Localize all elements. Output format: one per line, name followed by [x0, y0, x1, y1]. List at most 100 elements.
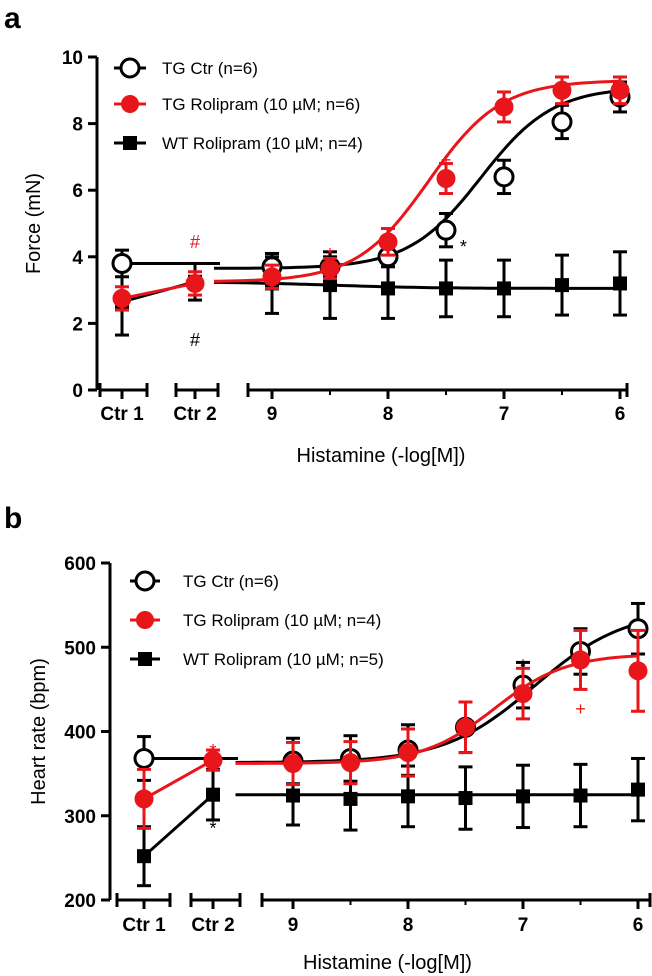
data-point [112, 288, 132, 308]
data-point [111, 252, 133, 274]
data-point [134, 789, 154, 809]
legend-marker [119, 57, 141, 79]
legend-item: WT Rolipram (10 µM; n=4) [114, 134, 363, 153]
data-point [133, 747, 155, 769]
data-point [456, 717, 475, 737]
y-axis-title: Heart rate (bpm) [28, 658, 50, 805]
data-point [262, 267, 282, 287]
legend-marker [136, 611, 154, 629]
data-point [185, 273, 205, 293]
legend-marker [138, 652, 152, 666]
data-point [493, 166, 515, 188]
panel-b-chart: b 200 300 400 500 600 Heart rate (bpm) Ctr 1 Ctr… [4, 502, 652, 974]
data-point [555, 278, 569, 293]
significance-mark: + [441, 150, 452, 170]
legend-marker [121, 95, 139, 113]
x-tick-label: 9 [267, 404, 278, 425]
data-point [283, 754, 303, 774]
ctrl-connector [143, 793, 214, 858]
data-point [435, 219, 457, 241]
legend-item: TG Rolipram (10 µM; n=6) [114, 95, 360, 114]
x-tick-label: 7 [518, 915, 529, 936]
legend-item: TG Ctr (n=6) [114, 57, 258, 79]
legend-label: TG Rolipram (10 µM; n=6) [162, 95, 360, 114]
legend-label: WT Rolipram (10 µM; n=5) [183, 650, 384, 669]
y-tick-label: 6 [72, 181, 83, 202]
y-tick-label: 400 [64, 723, 96, 744]
series-1 [112, 75, 630, 312]
legend-label: TG Rolipram (10 µM; n=4) [183, 611, 381, 630]
significance-mark: * [326, 245, 333, 265]
data-point [343, 791, 358, 806]
x-tick-label: 8 [403, 915, 414, 936]
data-point [551, 111, 573, 133]
data-point [571, 650, 590, 670]
data-point [378, 232, 398, 252]
significance-mark: * [519, 657, 526, 677]
data-point [323, 278, 337, 293]
fit-curve [235, 654, 639, 765]
significance-mark: + [575, 699, 586, 719]
data-point [573, 788, 588, 803]
y-tick-label: 600 [64, 554, 96, 575]
data-point [497, 281, 511, 296]
legend-marker [123, 136, 137, 150]
data-point [341, 753, 360, 773]
x-tick-label-ctrl: Ctr 1 [122, 915, 166, 936]
data-point [320, 258, 340, 278]
legend-item: TG Rolipram (10 µM; n=4) [130, 611, 381, 630]
fit-curve [214, 280, 620, 290]
x-tick-label: 6 [615, 404, 626, 425]
panel-a-chart: a 0 2 4 6 8 10 Force (mN) Ctr 1 Ctr 2 9 8 7 6 Histamin… [4, 2, 631, 467]
panel-letter: a [4, 2, 21, 35]
data-point [398, 743, 418, 763]
data-point [137, 849, 151, 864]
data-point [458, 791, 473, 806]
data-point [516, 789, 530, 804]
x-tick-label: 9 [288, 915, 299, 936]
x-tick-label: 7 [499, 404, 510, 425]
panel-letter: b [4, 502, 22, 535]
data-point [381, 281, 395, 296]
data-point [439, 281, 453, 296]
significance-mark: # [190, 232, 200, 252]
data-point [494, 97, 514, 117]
ctrl-connector [143, 758, 214, 801]
legend-marker [134, 570, 156, 592]
data-point [513, 684, 533, 704]
y-tick-label: 200 [64, 891, 96, 912]
x-axis-title: Histamine (-log[M]) [297, 445, 466, 467]
series-1 [134, 628, 648, 830]
x-tick-label-ctrl: Ctr 2 [191, 915, 234, 936]
legend-label: TG Ctr (n=6) [162, 59, 258, 78]
x-tick-label-ctrl: Ctr 1 [100, 404, 144, 425]
y-tick-label: 0 [72, 381, 83, 402]
data-point [628, 661, 648, 681]
data-point [610, 80, 630, 100]
data-point [203, 750, 223, 770]
ctrl-connector [121, 281, 196, 300]
y-tick-label: 300 [64, 807, 96, 828]
legend-item: WT Rolipram (10 µM; n=5) [130, 650, 384, 669]
x-tick-label: 8 [383, 404, 394, 425]
y-tick-label: 4 [72, 248, 83, 269]
legend-label: TG Ctr (n=6) [183, 572, 279, 591]
data-point [613, 276, 627, 291]
x-tick-label-ctrl: Ctr 2 [173, 404, 216, 425]
x-tick-label: 6 [633, 915, 644, 936]
y-tick-label: 2 [72, 314, 83, 335]
significance-mark: * [460, 237, 467, 257]
data-point [436, 169, 456, 189]
y-axis-title: Force (mN) [23, 173, 45, 274]
significance-mark: * [209, 818, 216, 838]
x-axis-title: Histamine (-log[M]) [303, 952, 472, 974]
data-point [206, 787, 220, 802]
data-point [631, 782, 645, 797]
y-tick-label: 10 [62, 48, 83, 69]
y-tick-label: 500 [64, 638, 96, 659]
y-tick-label: 8 [72, 115, 83, 136]
data-point [286, 788, 300, 803]
fit-curve [213, 79, 621, 283]
data-point [401, 789, 415, 804]
